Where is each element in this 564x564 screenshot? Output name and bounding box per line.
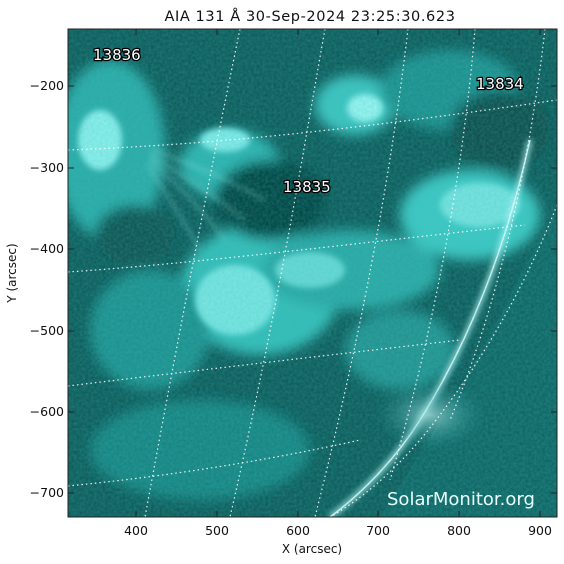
y-tick-label: −700 bbox=[30, 485, 64, 500]
watermark: SolarMonitor.org bbox=[387, 489, 535, 510]
y-axis-label: Y (arcsec) bbox=[5, 243, 19, 303]
x-tick-label: 900 bbox=[528, 523, 552, 538]
x-axis-label: X (arcsec) bbox=[282, 542, 342, 556]
x-tick-label: 800 bbox=[447, 523, 471, 538]
latitude-line bbox=[68, 99, 557, 151]
y-tick-label: −300 bbox=[30, 160, 64, 175]
x-tick-label: 700 bbox=[366, 523, 390, 538]
active-region-label: 13835 bbox=[283, 178, 331, 196]
x-tick-label: 500 bbox=[205, 523, 229, 538]
active-region-label: 13834 bbox=[476, 75, 524, 93]
plot-title: AIA 131 Å 30-Sep-2024 23:25:30.623 bbox=[164, 8, 455, 25]
x-tick-label: 600 bbox=[286, 523, 310, 538]
x-tick-labels: 400 500 600 700 800 900 bbox=[124, 523, 552, 538]
y-ticks bbox=[68, 85, 557, 494]
latitude-line bbox=[68, 224, 526, 273]
y-tick-label: −500 bbox=[30, 323, 64, 338]
y-tick-labels: −200 −300 −400 −500 −600 −700 bbox=[30, 78, 64, 500]
x-ticks bbox=[135, 29, 541, 517]
longitude-line bbox=[229, 29, 326, 517]
y-tick-label: −400 bbox=[30, 241, 64, 256]
longitude-line bbox=[449, 29, 546, 421]
longitude-line bbox=[144, 29, 241, 517]
y-tick-label: −200 bbox=[30, 78, 64, 93]
euv-image bbox=[68, 29, 557, 517]
longitude-line bbox=[389, 29, 476, 481]
latitude-line bbox=[68, 339, 461, 387]
active-region-label: 13836 bbox=[93, 46, 141, 64]
plot-frame bbox=[67, 28, 558, 518]
active-region-labels: 13836 13834 13835 bbox=[92, 45, 525, 198]
x-tick-label: 400 bbox=[124, 523, 148, 538]
heliographic-grid bbox=[68, 29, 557, 517]
y-tick-label: −600 bbox=[30, 404, 64, 419]
